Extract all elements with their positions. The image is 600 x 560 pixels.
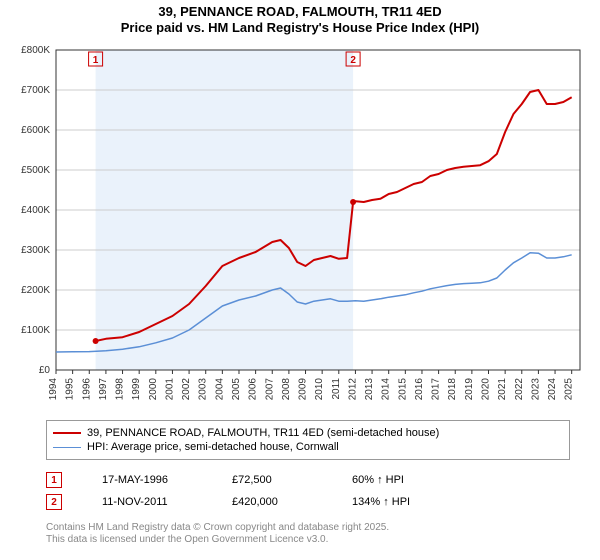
x-tick-label: 2007 [264,378,275,401]
x-tick-label: 2020 [481,378,492,401]
event-marker-number: 2 [350,55,356,66]
x-tick-label: 2014 [381,378,392,401]
x-tick-label: 2017 [431,378,442,401]
x-tick-label: 1997 [98,378,109,401]
event-marker-number: 1 [93,55,99,66]
event-point [350,199,356,205]
x-tick-label: 2011 [331,378,342,400]
x-tick-label: 2005 [231,378,242,401]
x-tick-label: 2016 [414,378,425,401]
x-tick-label: 2012 [347,378,358,401]
y-tick-label: £300K [21,245,50,256]
legend-swatch [53,447,81,448]
event-pct: 134% ↑ HPI [352,496,442,508]
event-pct: 60% ↑ HPI [352,474,442,486]
x-tick-label: 2004 [214,378,225,401]
footer: Contains HM Land Registry data © Crown c… [46,522,389,546]
x-tick-label: 2025 [564,378,575,401]
x-tick-label: 2008 [281,378,292,401]
legend-row: HPI: Average price, semi-detached house,… [53,441,563,453]
x-tick-label: 2001 [164,378,175,401]
y-tick-label: £800K [21,45,50,56]
x-tick-label: 1998 [115,378,126,401]
x-tick-label: 2024 [547,378,558,401]
chart-area: £0 £100K £200K £300K £400K £500K £600K £700K £80… [10,42,590,412]
x-tick-label: 1996 [81,378,92,401]
x-tick-label: 1994 [48,378,59,401]
x-tick-label: 2009 [298,378,309,401]
x-tick-label: 2021 [497,378,508,401]
event-point [93,338,99,344]
x-tick-label: 2018 [447,378,458,401]
x-tick-label: 2022 [514,378,525,401]
legend-label: 39, PENNANCE ROAD, FALMOUTH, TR11 4ED (s… [87,427,439,439]
chart-container: 39, PENNANCE ROAD, FALMOUTH, TR11 4ED Pr… [0,0,600,560]
y-tick-label: £500K [21,165,50,176]
x-tick-label: 2013 [364,378,375,401]
y-tick-label: £700K [21,85,50,96]
x-tick-label: 2003 [198,378,209,401]
x-tick-label: 2015 [397,378,408,401]
x-tick-label: 2010 [314,378,325,401]
legend-row: 39, PENNANCE ROAD, FALMOUTH, TR11 4ED (s… [53,427,563,439]
title-block: 39, PENNANCE ROAD, FALMOUTH, TR11 4ED Pr… [0,0,600,35]
events-block: 1 17-MAY-1996 £72,500 60% ↑ HPI 2 11-NOV-2011… [46,472,442,516]
event-number-box: 1 [46,472,62,488]
event-number-box: 2 [46,494,62,510]
y-tick-label: £200K [21,285,50,296]
footer-line-1: Contains HM Land Registry data © Crown c… [46,522,389,534]
y-tick-label: £0 [39,365,51,376]
event-row: 1 17-MAY-1996 £72,500 60% ↑ HPI [46,472,442,488]
y-tick-label: £600K [21,125,50,136]
footer-line-2: This data is licensed under the Open Gov… [46,534,389,546]
legend-label: HPI: Average price, semi-detached house,… [87,441,339,453]
chart-svg: £0 £100K £200K £300K £400K £500K £600K £700K £80… [10,42,590,412]
event-date: 17-MAY-1996 [102,474,192,486]
x-tick-label: 2006 [248,378,259,401]
x-tick-label: 2019 [464,378,475,401]
x-tick-label: 2023 [530,378,541,401]
title-line-2: Price paid vs. HM Land Registry's House … [0,20,600,35]
x-tick-label: 2000 [148,378,159,401]
event-date: 11-NOV-2011 [102,496,192,508]
legend-swatch [53,432,81,434]
x-tick-label: 1995 [65,378,76,401]
event-price: £420,000 [232,496,312,508]
title-line-1: 39, PENNANCE ROAD, FALMOUTH, TR11 4ED [0,4,600,19]
x-tick-label: 1999 [131,378,142,401]
event-price: £72,500 [232,474,312,486]
legend-box: 39, PENNANCE ROAD, FALMOUTH, TR11 4ED (s… [46,420,570,460]
y-tick-label: £400K [21,205,50,216]
event-row: 2 11-NOV-2011 £420,000 134% ↑ HPI [46,494,442,510]
x-tick-label: 2002 [181,378,192,401]
y-tick-label: £100K [21,325,50,336]
